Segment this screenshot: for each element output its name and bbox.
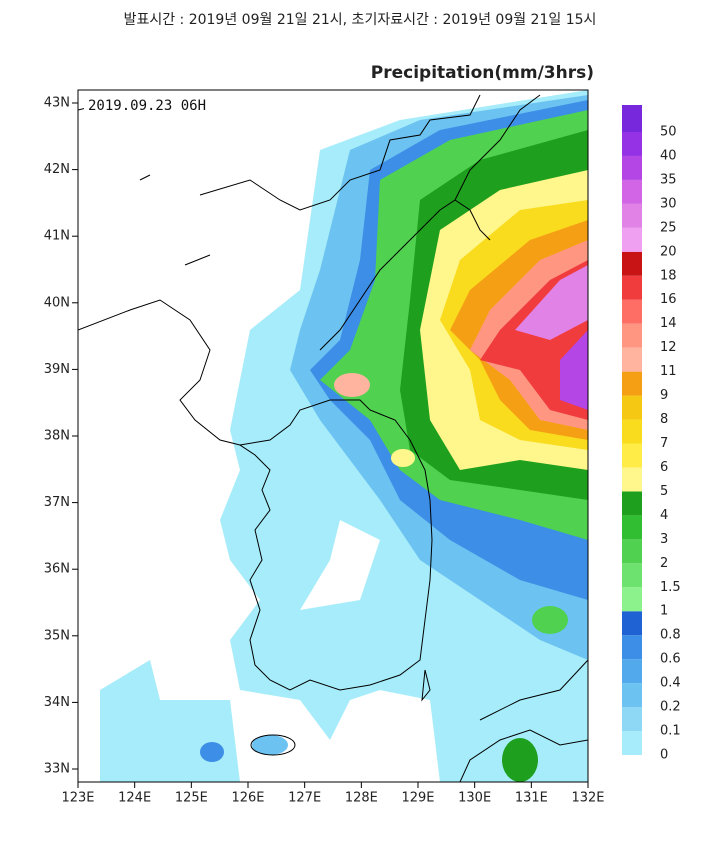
colorbar-segment [622, 587, 642, 612]
colorbar-segment [622, 179, 642, 204]
lat-label: 36N [44, 562, 70, 577]
colorbar-segment [622, 203, 642, 228]
colorbar-segment [622, 467, 642, 492]
lon-label: 127E [288, 791, 321, 806]
lat-label: 43N [44, 96, 70, 111]
colorbar-label: 12 [660, 340, 677, 355]
colorbar-label: 7 [660, 436, 668, 451]
colorbar-label: 50 [660, 125, 677, 140]
lon-label: 132E [571, 791, 604, 806]
colorbar-label: 30 [660, 196, 677, 211]
lat-label: 37N [44, 495, 70, 510]
precip-field [100, 90, 588, 782]
lon-label: 126E [231, 791, 264, 806]
colorbar-label: 40 [660, 148, 677, 163]
lon-label: 130E [458, 791, 491, 806]
lat-label: 39N [44, 362, 70, 377]
colorbar-label: 16 [660, 292, 677, 307]
lon-label: 123E [61, 791, 94, 806]
lat-label: 42N [44, 162, 70, 177]
lat-label: 35N [44, 628, 70, 643]
lat-label: 40N [44, 295, 70, 310]
lon-label: 129E [401, 791, 434, 806]
colorbar-label: 0.6 [660, 652, 681, 667]
colorbar-label: 2 [660, 556, 668, 571]
colorbar-segment [622, 563, 642, 588]
timestamp-box [84, 96, 264, 116]
map-title: Precipitation(mm/3hrs) [371, 63, 594, 83]
colorbar-segment [622, 323, 642, 348]
colorbar-segment [622, 635, 642, 660]
colorbar-segment [622, 491, 642, 516]
header: 발표시간 : 2019년 09월 21일 21시, 초기자료시간 : 2019년… [124, 12, 597, 28]
colorbar-label: 14 [660, 316, 677, 331]
colorbar-segment [622, 227, 642, 252]
colorbar-label: 35 [660, 172, 677, 187]
lat-label: 33N [44, 762, 70, 777]
colorbar-segment [622, 419, 642, 444]
colorbar-segment [622, 251, 642, 276]
lon-label: 131E [515, 791, 548, 806]
colorbar-label: 0 [660, 748, 668, 763]
colorbar-label: 1.5 [660, 580, 681, 595]
lon-label: 125E [175, 791, 208, 806]
colorbar-segment [622, 132, 642, 156]
colorbar-segment [622, 371, 642, 396]
colorbar-segment [622, 155, 642, 180]
colorbar-label: 9 [660, 388, 668, 403]
colorbar-label: 4 [660, 508, 668, 523]
colorbar-label: 11 [660, 364, 677, 379]
colorbar-segment [622, 105, 642, 132]
colorbar-segment [622, 515, 642, 540]
colorbar-segment [622, 395, 642, 420]
colorbar-segment [622, 443, 642, 468]
lat-label: 34N [44, 695, 70, 710]
colorbar-segment [622, 539, 642, 564]
colorbar-segment [622, 683, 642, 708]
lat-label: 41N [44, 229, 70, 244]
colorbar-label: 0.2 [660, 700, 681, 715]
colorbar-label: 0.4 [660, 676, 681, 691]
colorbar-label: 8 [660, 412, 668, 427]
colorbar-label: 0.8 [660, 628, 681, 643]
colorbar-label: 0.1 [660, 724, 681, 739]
valid-time: 2019.09.23 06H [88, 98, 206, 114]
colorbar-segment [622, 659, 642, 684]
colorbar-segment [622, 731, 642, 755]
colorbar-label: 25 [660, 220, 677, 235]
colorbar-segment [622, 299, 642, 324]
colorbar-label: 3 [660, 532, 668, 547]
colorbar-label: 1 [660, 604, 668, 619]
colorbar-segment [622, 347, 642, 372]
lon-label: 128E [345, 791, 378, 806]
lat-label: 38N [44, 429, 70, 444]
colorbar-label: 18 [660, 268, 677, 283]
colorbar-segment [622, 707, 642, 732]
colorbar-segment [622, 611, 642, 636]
lon-label: 124E [118, 791, 151, 806]
colorbar-label: 5 [660, 484, 668, 499]
colorbar-label: 20 [660, 244, 677, 259]
colorbar-label: 6 [660, 460, 668, 475]
colorbar-segment [622, 275, 642, 300]
